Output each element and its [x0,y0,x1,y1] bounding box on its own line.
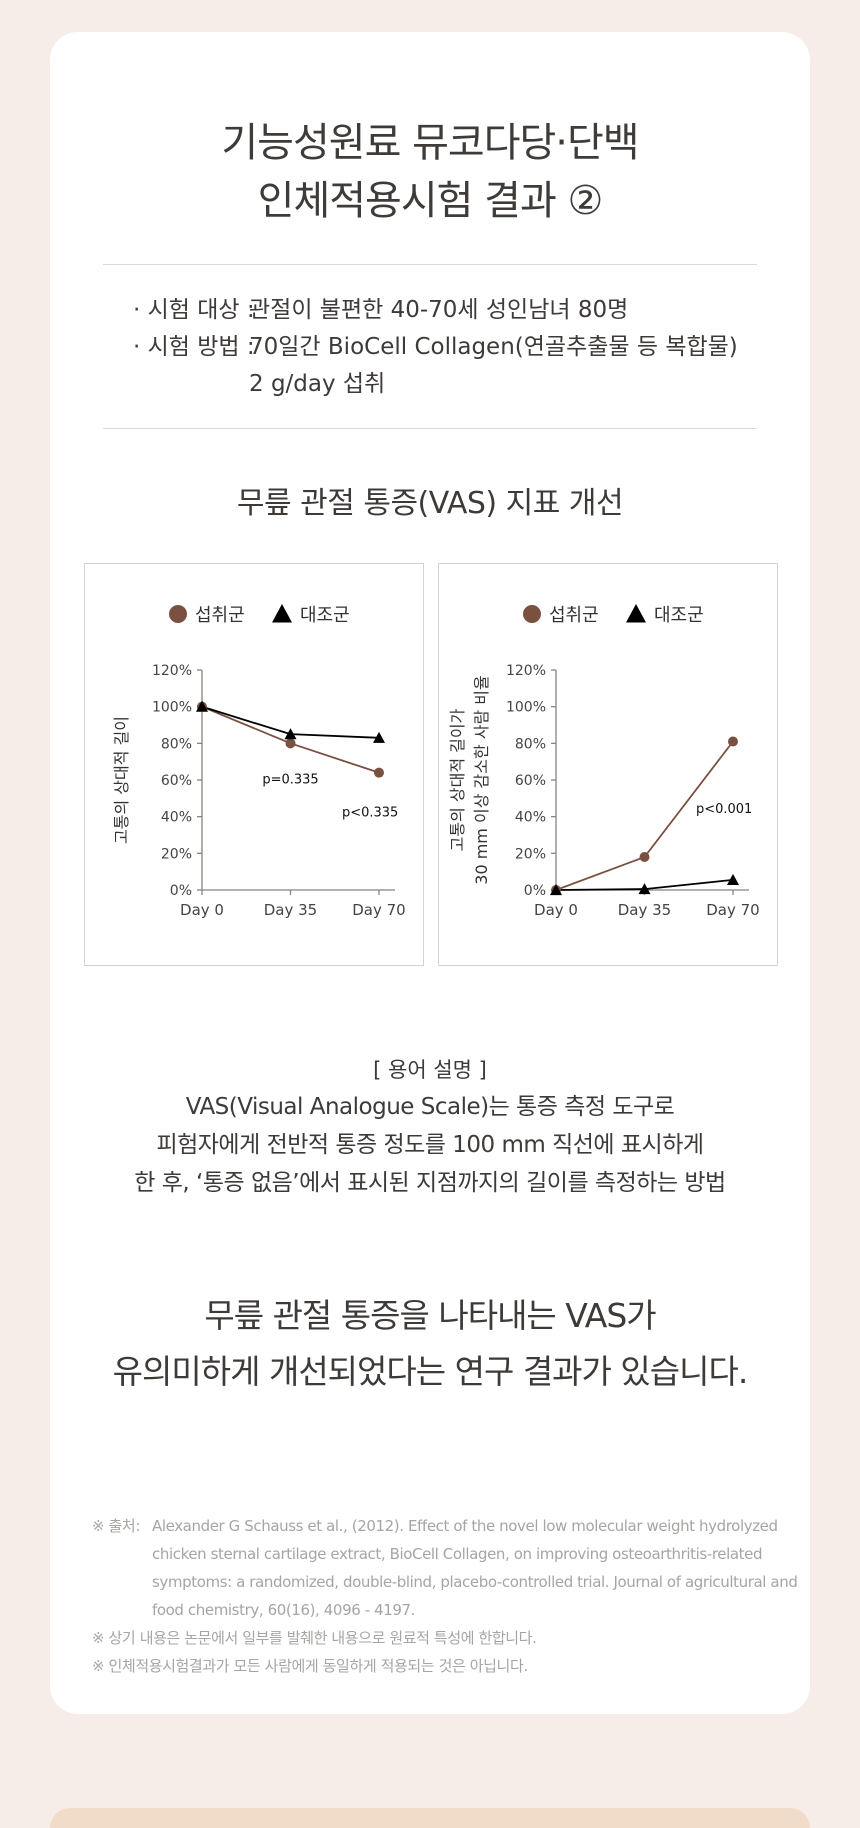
conclusion-line-2: 유의미하게 개선되었다는 연구 결과가 있습니다. [112,1352,749,1391]
x-tick-label: Day 0 [534,901,578,919]
y-tick-label: 20% [515,846,546,862]
method-value-2: 2 g/day 섭취 [249,371,386,397]
data-point-control [727,873,739,886]
subject-value: 관절이 불편한 40-70세 성인남녀 80명 [249,297,629,323]
page-title: 기능성원료 뮤코다당·단백 인체적용시험 결과 ② [0,114,860,230]
data-point-intake [285,738,296,749]
terms-explanation: [ 용어 설명 ] VAS(Visual Analogue Scale)는 통증… [0,1052,860,1202]
y-tick-label: 120% [506,663,546,679]
next-card-edge [50,1808,810,1828]
vas-reduction-chart: 섭취군 대조군 0% 20% 40% 60% 80% 100% 120% Day 0 Day 35 D… [448,604,760,919]
title-line-1: 기능성원료 뮤코다당·단백 [221,120,639,166]
data-point-control [196,700,208,712]
conclusion-line-1: 무릎 관절 통증을 나타내는 VAS가 [204,1296,656,1335]
terms-heading: [ 용어 설명 ] [373,1058,487,1082]
divider-bottom [103,428,757,429]
disclaimer-2: ※ 인체적용시험결과가 모든 사람에게 동일하게 적용되는 것은 아닙니다. [92,1657,528,1675]
legend-label-intake: 섭취군 [195,605,245,626]
y-tick-label: 100% [152,700,192,716]
data-point-control [550,884,562,896]
p-value-annotation: p<0.001 [696,802,752,817]
method-value-1: 70일간 BioCell Collagen(연골추출물 등 복합물) [249,334,738,360]
y-tick-label: 80% [515,736,546,752]
y-tick-label: 0% [524,883,546,899]
subject-label: · 시험 대상 : [133,297,255,323]
source-label: ※ 출처: [92,1517,140,1535]
p-value-annotation: p=0.335 [262,773,318,788]
x-tick-label: Day 35 [264,901,317,919]
study-info: · 시험 대상 : 관절이 불편한 40-70세 성인남녀 80명 · 시험 방… [133,292,738,403]
source-line-1: Alexander G Schauss et al., (2012). Effe… [152,1517,778,1535]
legend-marker-control [626,604,646,623]
y-tick-label: 40% [515,810,546,826]
y-tick-label: 40% [161,810,192,826]
terms-line-1: VAS(Visual Analogue Scale)는 통증 측정 도구로 [185,1094,675,1120]
x-tick-label: Day 0 [180,901,224,919]
y-tick-label: 20% [161,846,192,862]
y-tick-label: 0% [170,883,192,899]
legend-label-intake: 섭취군 [549,605,599,626]
data-point-intake [374,767,384,778]
y-tick-label: 60% [515,773,546,789]
x-tick-label: Day 70 [352,901,405,919]
data-point-control [284,728,297,740]
y-tick-label: 80% [161,736,192,752]
method-label: · 시험 방법 : [133,334,255,360]
y-axis-label: 고통의 상대적 길이 [112,716,131,844]
chart-panel-1: 섭취군 대조군 0% 20% 40% 60% 80% 100% 120% Day 0 Day 35 D… [84,563,424,966]
data-point-control [638,883,651,895]
legend-marker-control [272,604,292,623]
conclusion: 무릎 관절 통증을 나타내는 VAS가 유의미하게 개선되었다는 연구 결과가 … [0,1288,860,1400]
source-line-4: food chemistry, 60(16), 4096 - 4197. [152,1601,416,1619]
x-tick-label: Day 35 [618,901,671,919]
source-line-2: chicken sternal cartilage extract, BioCe… [152,1545,763,1563]
p-value-annotation: p<0.335 [342,806,398,821]
chart-panel-2: 섭취군 대조군 0% 20% 40% 60% 80% 100% 120% Day 0 Day 35 D… [438,563,778,966]
legend-marker-intake [523,605,541,623]
data-point-intake [728,736,738,747]
terms-line-3: 한 후, ‘통증 없음’에서 표시된 지점까지의 길이를 측정하는 방법 [134,1170,726,1196]
vas-length-chart: 섭취군 대조군 0% 20% 40% 60% 80% 100% 120% Day 0 Day 35 D… [112,604,406,919]
data-point-control [373,731,385,743]
y-tick-label: 100% [506,700,546,716]
section-title: 무릎 관절 통증(VAS) 지표 개선 [236,486,624,521]
y-tick-label: 60% [161,773,192,789]
legend-marker-intake [169,605,187,623]
legend-label-control: 대조군 [300,605,350,626]
y-tick-label: 120% [152,663,192,679]
legend-label-control: 대조군 [654,605,704,626]
source-line-3: symptoms: a randomized, double-blind, pl… [152,1573,798,1591]
data-point-intake [639,852,650,862]
source-notes: ※ 출처: Alexander G Schauss et al., (2012)… [92,1512,798,1680]
divider-top [103,264,757,265]
title-line-2: 인체적용시험 결과 ② [257,178,604,224]
terms-line-2: 피험자에게 전반적 통증 정도를 100 mm 직선에 표시하게 [156,1132,704,1158]
disclaimer-1: ※ 상기 내용은 논문에서 일부를 발췌한 내용으로 원료적 특성에 한합니다. [92,1629,537,1647]
y-axis-label: 고통의 상대적 길이가 [448,708,467,851]
x-tick-label: Day 70 [706,901,759,919]
y-axis-label: 30 mm 이상 감소한 사람 비율 [472,675,491,884]
